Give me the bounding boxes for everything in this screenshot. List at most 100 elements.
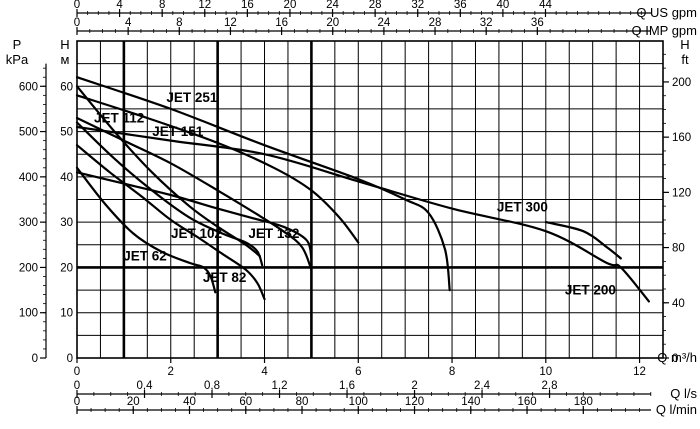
x-axis-tick-label: 4 (261, 366, 268, 378)
bottom-axis-tick-label: 2,8 (542, 380, 558, 392)
top-axis-tick-label: 36 (531, 17, 544, 29)
top-axis-tick-label: 16 (241, 0, 254, 11)
curve-jet-151 (75, 116, 313, 271)
pressure-axis-unit-bottom: kPa (6, 52, 29, 67)
bottom-axis-unit-label: Q l/s (670, 386, 697, 401)
curve-jet-300-tail (544, 221, 622, 260)
top-axis-tick-label: 32 (411, 0, 424, 11)
bottom-axis-tick-label: 2 (411, 380, 417, 392)
pressure-axis-tick-label: 600 (19, 81, 38, 93)
ft-axis-tick-label: 80 (672, 243, 685, 255)
top-axis-tick-label: 12 (224, 17, 237, 29)
series-label-jet-62: JET 62 (123, 249, 167, 264)
top-axis-tick-label: 32 (480, 17, 493, 29)
bottom-axis-tick-label: 0 (74, 380, 80, 392)
x-axis-tick-label: 12 (633, 366, 646, 378)
pressure-axis-tick-label: 200 (19, 262, 38, 274)
top-axis-tick-label: 4 (116, 0, 123, 11)
ft-axis-tick-label: 0 (672, 353, 678, 365)
x-axis-unit-label: Q m³/h (657, 350, 697, 365)
series-label-jet-82: JET 82 (203, 270, 247, 285)
bottom-axis-tick-label: 180 (574, 396, 593, 408)
top-axis-tick-label: 36 (454, 0, 467, 11)
top-axis-tick-label: 0 (74, 17, 80, 29)
curve-jet-62 (75, 166, 217, 294)
x-axis-tick-label: 10 (539, 366, 552, 378)
bottom-axis-tick-label: 80 (296, 396, 309, 408)
top-axis-tick-label: 8 (159, 0, 165, 11)
bottom-axis-tick-label: 1,2 (272, 380, 288, 392)
top-axis-tick-label: 28 (369, 0, 382, 11)
y-axis-tick-label: 40 (60, 172, 73, 184)
bottom-axis-tick-label: 2,4 (474, 380, 491, 392)
top-axis-tick-label: 12 (198, 0, 211, 11)
ft-axis-unit-top: H (680, 37, 689, 52)
curve-jet-102 (75, 121, 264, 267)
bottom-axis-tick-label: 0,4 (137, 380, 154, 392)
series-label-jet-200: JET 200 (565, 283, 616, 298)
pressure-axis-tick-label: 0 (32, 353, 38, 365)
series-label-jet-112: JET 112 (94, 111, 144, 126)
bottom-axis-tick-label: 120 (405, 396, 424, 408)
ft-axis-tick-label: 200 (672, 77, 691, 89)
top-axis-tick-label: 20 (284, 0, 297, 11)
series-label-jet-132: JET 132 (248, 226, 299, 241)
x-axis-tick-label: 6 (355, 366, 361, 378)
bottom-axis-tick-label: 140 (461, 396, 480, 408)
top-axis-tick-label: 20 (326, 17, 339, 29)
top-axis-tick-label: 24 (377, 17, 390, 29)
curves-layer (75, 76, 650, 303)
ft-axis-tick-label: 40 (672, 298, 685, 310)
ft-axis-tick-label: 160 (672, 132, 691, 144)
y-axis-unit-top: H (60, 37, 69, 52)
pressure-axis-tick-label: 400 (19, 172, 38, 184)
top-axis-unit-label: Q IMP gpm (631, 23, 697, 38)
top-axis-tick-label: 0 (74, 0, 80, 11)
series-label-jet-300: JET 300 (497, 200, 548, 215)
bottom-axis-tick-label: 100 (349, 396, 368, 408)
pressure-axis-tick-label: 500 (19, 127, 38, 139)
bottom-axis-tick-label: 160 (517, 396, 536, 408)
bottom-axis-tick-label: 40 (183, 396, 196, 408)
bottom-axis-tick-label: 0,8 (204, 380, 220, 392)
y-axis-unit-bottom: м (61, 52, 70, 67)
pressure-axis-tick-label: 100 (19, 308, 38, 320)
series-label-jet-102: JET 102 (171, 226, 222, 241)
top-axis-unit-label: Q US gpm (636, 5, 697, 20)
x-axis-tick-label: 2 (168, 366, 174, 378)
x-axis-tick-label: 0 (74, 366, 80, 378)
pressure-axis-tick-label: 300 (19, 217, 38, 229)
pressure-axis-unit-top: P (13, 37, 22, 52)
top-axis-tick-label: 4 (125, 17, 132, 29)
top-axis-tick-label: 40 (497, 0, 510, 11)
top-axis-tick-label: 16 (275, 17, 288, 29)
series-label-jet-151: JET 151 (152, 124, 204, 139)
y-axis-tick-label: 20 (60, 262, 73, 274)
y-axis-tick-label: 10 (60, 308, 73, 320)
bottom-axis-unit-label: Q l/min (656, 402, 697, 417)
ft-axis-unit-bottom: ft (681, 52, 689, 67)
series-label-jet-251: JET 251 (166, 90, 218, 105)
curve-jet-200 (75, 125, 650, 303)
curve-jet-82 (75, 144, 266, 301)
bottom-axis-tick-label: 1,6 (339, 380, 355, 392)
bottom-axis-tick-label: 20 (127, 396, 140, 408)
ft-axis-tick-label: 120 (672, 187, 691, 199)
y-axis-tick-label: 60 (60, 81, 73, 93)
y-axis-tick-label: 0 (67, 353, 73, 365)
bottom-axis-tick-label: 0 (74, 396, 80, 408)
curve-jet-251 (75, 94, 360, 244)
curve-jet-132 (75, 171, 313, 260)
top-axis-tick-label: 44 (539, 0, 552, 11)
x-axis-tick-label: 8 (449, 366, 455, 378)
bottom-axis-tick-label: 60 (239, 396, 252, 408)
y-axis-tick-label: 50 (60, 127, 73, 139)
labels-layer: JET 62 JET 82 JET 102 JET 112 JET 132 JET 151… (94, 90, 616, 297)
top-axis-tick-label: 28 (429, 17, 442, 29)
top-axis-tick-label: 8 (176, 17, 182, 29)
curve-jet-300 (75, 76, 451, 292)
top-axis-tick-label: 24 (326, 0, 339, 11)
plot-frame (76, 40, 664, 359)
